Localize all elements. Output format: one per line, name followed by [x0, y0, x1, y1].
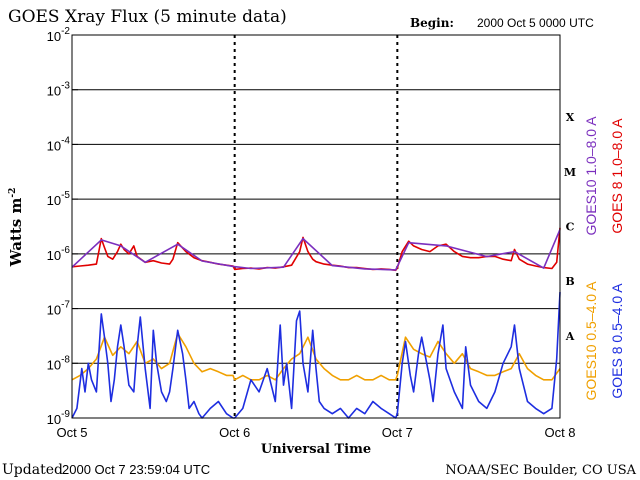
series-layer	[71, 227, 561, 419]
begin-label: Begin:	[410, 16, 454, 30]
x-ticks: Oct 5 Oct 6 Oct 7 Oct 8	[56, 425, 575, 440]
legend-entry: GOES 8 1.0–8.0 A	[609, 118, 625, 234]
series-line-0	[71, 227, 561, 272]
flare-class-label: B	[565, 275, 574, 288]
y-tick-label: 10-2	[47, 26, 71, 44]
flare-class-label: X	[566, 111, 575, 124]
y-axis-label-group: Watts m-2	[7, 188, 25, 268]
legend-entry: GOES10 0.5–4.0 A	[583, 281, 599, 401]
y-tick-label: 10-5	[47, 190, 71, 208]
flare-class-labels: X M C B A	[564, 111, 576, 343]
legend-entry: GOES 8 0.5–4.0 A	[609, 283, 625, 399]
x-tick-label: Oct 5	[56, 425, 87, 440]
y-tick-label: 10-3	[47, 81, 71, 99]
footer-updated-value: 2000 Oct 7 23:59:04 UTC	[62, 462, 210, 477]
y-axis-label: Watts m-2	[7, 188, 25, 268]
y-tick-label: 10-9	[47, 409, 71, 427]
footer-updated-label: Updated	[2, 462, 63, 478]
footer-credit: NOAA/SEC Boulder, CO USA	[445, 463, 636, 478]
x-tick-label: Oct 8	[544, 425, 575, 440]
x-axis-label: Universal Time	[261, 442, 371, 457]
y-tick-label: 10-8	[47, 354, 71, 372]
chart-title: GOES Xray Flux (5 minute data)	[8, 7, 287, 27]
legend: GOES10 1.0–8.0 A GOES 8 1.0–8.0 A GOES10 0…	[583, 116, 625, 401]
y-ticks: 10-2 10-3 10-4 10-5 10-6 10-7 10-8 10-9	[47, 26, 78, 427]
series-line-3	[71, 292, 561, 419]
x-tick-label: Oct 7	[382, 425, 413, 440]
y-tick-label: 10-7	[47, 300, 71, 318]
legend-entry: GOES10 1.0–8.0 A	[583, 116, 599, 236]
begin-value: 2000 Oct 5 0000 UTC	[477, 16, 594, 30]
plot-frame	[71, 34, 561, 419]
series-line-1	[71, 229, 561, 271]
y-tick-label: 10-4	[47, 135, 71, 153]
flare-class-label: A	[565, 330, 575, 343]
x-tick-label: Oct 6	[219, 425, 250, 440]
flare-class-label: C	[566, 221, 575, 234]
y-tick-label: 10-6	[47, 245, 71, 263]
flare-class-label: M	[564, 166, 576, 179]
